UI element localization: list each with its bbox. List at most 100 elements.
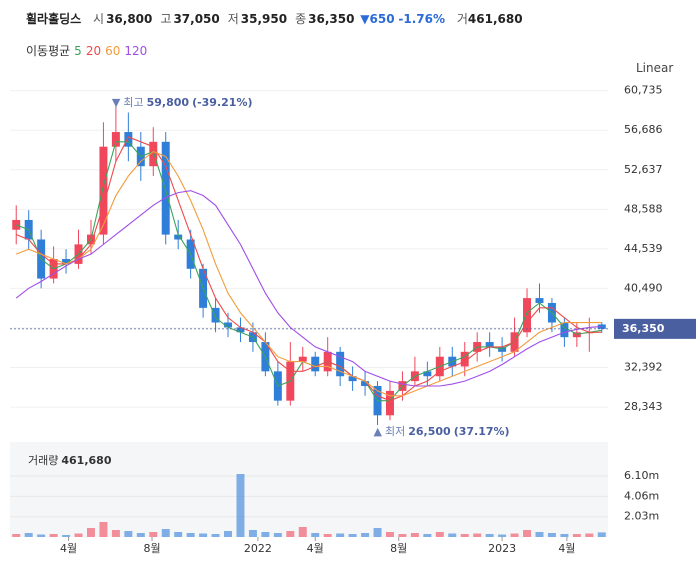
volume-bar bbox=[111, 530, 120, 537]
volume-bar bbox=[273, 533, 282, 537]
volume-bar bbox=[174, 532, 183, 537]
ma-label: 이동평균 bbox=[26, 44, 71, 58]
annotation: ▲ 최저 26,500 (37.17%) bbox=[374, 425, 510, 438]
volume-bar bbox=[286, 531, 295, 537]
price-items: 시 36,800 고 37,050 저 35,950 종 36,350 bbox=[85, 12, 354, 26]
candle-body bbox=[423, 371, 432, 377]
candle-body bbox=[460, 351, 469, 367]
annotation-change: (37.17%) bbox=[454, 425, 510, 438]
volume-tick-label: 4.06m bbox=[624, 489, 659, 502]
annotation-label: 최고 bbox=[123, 96, 143, 109]
item-value: 37,050 bbox=[173, 12, 220, 26]
candle-body bbox=[236, 327, 245, 333]
ma-legend-item: 5 bbox=[74, 44, 82, 58]
candle-body bbox=[298, 356, 307, 362]
annotation-value-label: 26,500 bbox=[408, 425, 451, 438]
y-tick-label: 40,490 bbox=[624, 281, 663, 294]
candle-body bbox=[361, 381, 370, 387]
candle-body bbox=[224, 322, 233, 328]
change: ▼650 bbox=[360, 12, 395, 26]
y-tick-label: 52,637 bbox=[624, 163, 663, 176]
annotation-label: 최저 bbox=[385, 425, 405, 438]
volume-bar bbox=[410, 533, 419, 537]
ma-line bbox=[16, 136, 602, 402]
item-label: 저 bbox=[227, 12, 239, 26]
volume-bar bbox=[86, 528, 95, 537]
volume-bar bbox=[523, 530, 532, 537]
volume-bar bbox=[298, 527, 307, 537]
ma-legend-item: 20 bbox=[85, 44, 102, 58]
candle-body bbox=[211, 307, 220, 323]
volume-value: 461,680 bbox=[61, 454, 111, 467]
candle-body bbox=[523, 298, 532, 333]
volume-panel bbox=[10, 442, 608, 537]
candle-body bbox=[485, 342, 494, 347]
candle-body bbox=[174, 234, 183, 240]
volume-bar bbox=[385, 532, 394, 537]
x-tick-label: 8월 bbox=[390, 542, 407, 555]
ma-legend: 이동평균 5 20 60 120 bbox=[26, 42, 151, 59]
stock-name: 휠라홀딩스 bbox=[26, 12, 82, 26]
scale-button[interactable]: Linear bbox=[636, 61, 674, 75]
candle-body bbox=[311, 356, 320, 372]
volume-bar bbox=[136, 533, 145, 537]
volume-bar bbox=[460, 534, 469, 537]
volume-bar bbox=[361, 533, 370, 537]
y-tick-label: 28,343 bbox=[624, 400, 663, 413]
y-tick-label: 56,686 bbox=[624, 123, 663, 136]
volume-bar bbox=[485, 534, 494, 537]
item-value: 36,800 bbox=[106, 12, 153, 26]
volume-bar bbox=[62, 535, 71, 537]
candle-body bbox=[336, 351, 345, 377]
volume-bar bbox=[435, 532, 444, 537]
volume-bar bbox=[448, 533, 457, 537]
annotation-marker: ▼ bbox=[112, 96, 121, 109]
y-tick-label: 60,735 bbox=[624, 84, 663, 97]
volume-bar bbox=[124, 531, 133, 537]
volume-bar bbox=[336, 533, 345, 537]
volume-label: 거 bbox=[456, 12, 468, 26]
candle-body bbox=[149, 141, 158, 167]
volume-bar bbox=[498, 534, 507, 537]
header: 휠라홀딩스 시 36,800 고 37,050 저 35,950 종 36,350 ▼650 … bbox=[26, 10, 523, 27]
candle-body bbox=[124, 132, 133, 147]
volume-bar bbox=[473, 533, 482, 537]
volume-bar bbox=[373, 528, 382, 537]
volume-bar bbox=[12, 534, 21, 537]
ma-legend-item: 120 bbox=[124, 44, 148, 58]
x-tick-label: 2023 bbox=[488, 542, 516, 555]
x-tick-label: 4월 bbox=[60, 542, 77, 555]
ma-line bbox=[16, 150, 602, 397]
volume-bar bbox=[37, 534, 46, 537]
x-tick-label: 2022 bbox=[244, 542, 272, 555]
candle-body bbox=[111, 132, 120, 147]
annotation: ▼ 최고 59,800 (-39.21%) bbox=[112, 96, 253, 109]
x-tick-label: 4월 bbox=[307, 542, 324, 555]
ma-legend-item: 60 bbox=[105, 44, 121, 58]
volume-bar bbox=[547, 533, 556, 537]
candle-body bbox=[535, 298, 544, 303]
last-price-box bbox=[614, 318, 696, 339]
volume-bar bbox=[248, 530, 257, 537]
volume-bar bbox=[199, 533, 208, 537]
volume-bar bbox=[510, 533, 519, 537]
volume-bar bbox=[186, 533, 195, 537]
x-tick-label: 4월 bbox=[558, 542, 575, 555]
volume-bar bbox=[211, 534, 220, 537]
volume-bar bbox=[398, 534, 407, 537]
volume-bar bbox=[585, 533, 594, 537]
candle-body bbox=[348, 376, 357, 382]
volume-bar bbox=[261, 532, 270, 537]
volume-value: 461,680 bbox=[467, 12, 523, 26]
x-tick-label: 8월 bbox=[143, 542, 160, 555]
volume-bar bbox=[535, 532, 544, 537]
volume-label: 거래량 bbox=[28, 454, 58, 467]
volume-bar bbox=[74, 533, 83, 537]
volume-tick-label: 2.03m bbox=[624, 510, 659, 523]
item-value: 36,350 bbox=[308, 12, 355, 26]
volume-bar bbox=[597, 532, 606, 537]
candle-body bbox=[560, 322, 569, 338]
item-label: 시 bbox=[93, 12, 105, 26]
y-tick-label: 44,539 bbox=[624, 242, 663, 255]
